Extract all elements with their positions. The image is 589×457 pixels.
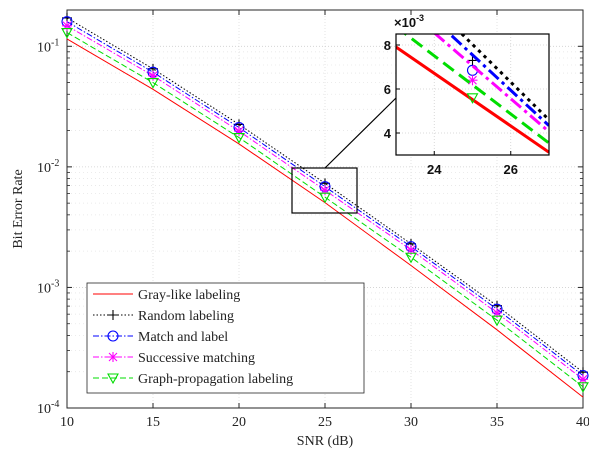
y-tick-label: 10-1 — [37, 37, 59, 55]
data-point-marker — [319, 192, 331, 204]
data-point-marker — [406, 244, 416, 255]
x-tick-label: 40 — [576, 415, 589, 430]
y-tick-label: 10-3 — [37, 278, 59, 296]
data-point-marker — [405, 252, 417, 264]
legend-marker — [107, 330, 119, 342]
inset-series-line-0 — [396, 45, 549, 154]
data-point-marker — [62, 20, 72, 31]
inset-grid — [396, 34, 549, 155]
legend-label-4: Graph-propagation labeling — [138, 372, 293, 387]
x-tick-label: 25 — [318, 415, 332, 430]
data-point-marker — [578, 374, 588, 385]
data-point-marker — [61, 28, 73, 39]
inset-data-point-marker — [467, 75, 478, 86]
data-point-marker — [577, 382, 589, 393]
inset-x-tick-label: 24 — [427, 162, 442, 177]
inset-y-tick-label: 8 — [384, 38, 391, 53]
inset-multiplier-base: ×10 — [394, 15, 416, 30]
inset-frame — [395, 33, 550, 156]
y-axis-label: Bit Error Rate — [11, 169, 26, 248]
inset-series-line-1 — [459, 34, 549, 121]
markers-layer — [61, 12, 589, 393]
x-tick-label: 15 — [146, 415, 160, 430]
inset-series-line-2 — [447, 34, 549, 127]
y-axis-ticks: 10-4 10-3 10-2 10-1 — [37, 9, 583, 417]
legend-items: Gray-like labeling Random labeling Match a… — [93, 288, 293, 387]
inset-y-tick-label: 4 — [384, 126, 392, 141]
legend-marker — [107, 373, 119, 385]
inset-x-tick-label: 26 — [504, 162, 518, 177]
x-tick-label: 20 — [232, 415, 246, 430]
data-point-marker — [491, 315, 503, 327]
x-tick-label: 30 — [404, 415, 418, 430]
inset-y-tick-label: 6 — [384, 82, 391, 97]
x-tick-label: 10 — [60, 415, 74, 430]
legend-label-2: Match and label — [138, 330, 228, 345]
inset-y-multiplier: ×10-3 — [394, 13, 424, 30]
inset-series — [396, 34, 549, 154]
legend-marker — [108, 310, 118, 320]
legend: Gray-like labeling Random labeling Match a… — [86, 282, 365, 394]
x-axis-ticks: 10 15 20 25 30 35 40 — [60, 10, 589, 430]
inset-data-point-marker — [466, 93, 479, 104]
legend-label-0: Gray-like labeling — [138, 288, 240, 303]
inset-data-point-marker — [467, 55, 478, 66]
data-point-marker — [234, 126, 244, 137]
y-tick-label: 10-4 — [37, 399, 59, 417]
legend-marker — [108, 352, 118, 362]
legend-box — [86, 282, 365, 394]
zoom-inset: 24 26 4 6 8 ×10-3 — [384, 13, 550, 177]
inset-ticks: 24 26 4 6 8 — [384, 38, 518, 177]
data-point-marker — [320, 185, 330, 196]
x-axis-label: SNR (dB) — [297, 434, 354, 449]
zoom-connector-line — [324, 97, 397, 169]
legend-label-3: Successive matching — [138, 351, 255, 366]
data-point-marker — [148, 70, 158, 81]
inset-series-line-4 — [403, 34, 549, 145]
inset-multiplier-exp: -3 — [416, 13, 424, 23]
data-point-marker — [233, 133, 245, 144]
data-point-marker — [147, 78, 159, 89]
legend-label-1: Random labeling — [138, 309, 234, 324]
series-line-4 — [66, 32, 584, 388]
zoom-region-box — [291, 167, 358, 214]
x-tick-label: 35 — [490, 415, 504, 430]
y-tick-label: 10-2 — [37, 158, 59, 176]
data-point-marker — [492, 307, 502, 318]
